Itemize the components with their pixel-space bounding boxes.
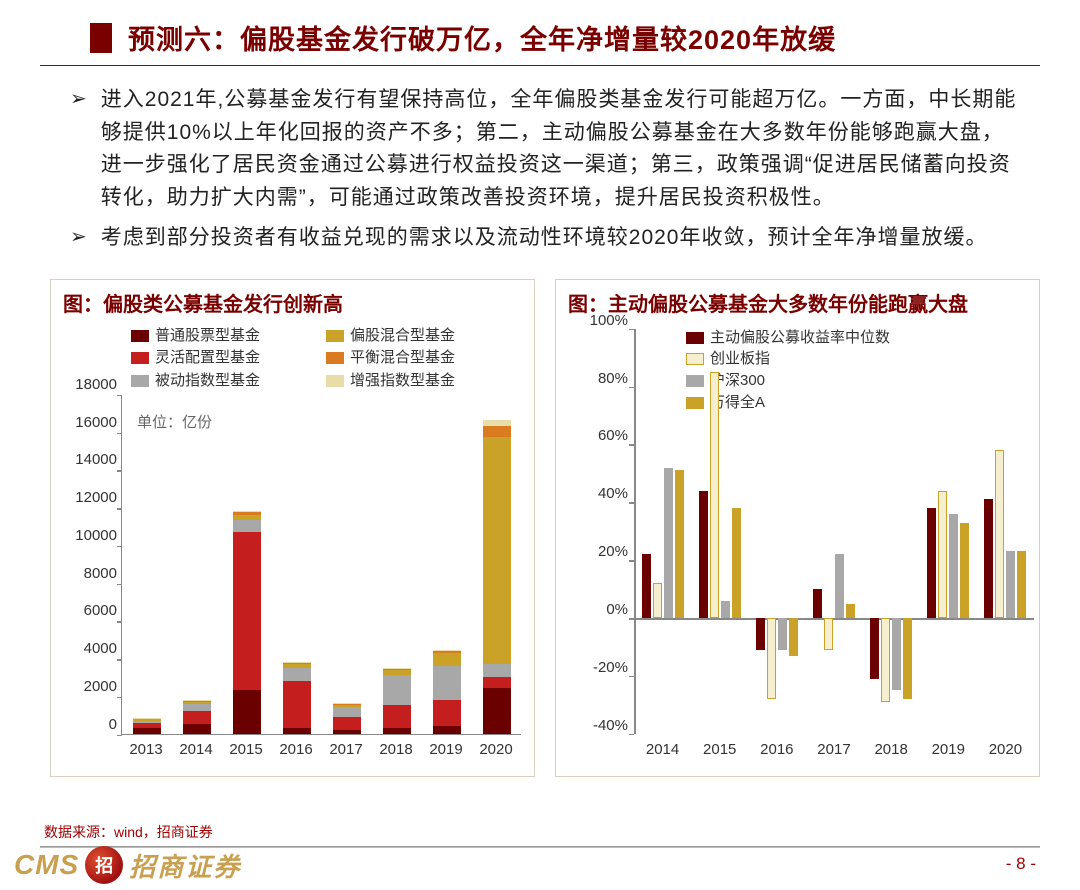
chart2-body: 主动偏股公募收益率中位数创业板指沪深300万得全A -40%-20%0%20%4…	[556, 321, 1039, 776]
bullet-text: 考虑到部分投资者有收益兑现的需求以及流动性环境较2020年收敛，预计全年净增量放…	[101, 222, 988, 255]
chart1-bar	[383, 668, 411, 734]
chart1-title: 图：偏股类公募基金发行创新高	[51, 280, 534, 321]
chart1-bar	[233, 511, 261, 734]
chart2-bar	[789, 618, 798, 656]
chart1-bar	[283, 662, 311, 734]
legend-item: 灵活配置型基金	[131, 347, 326, 370]
legend-item: 普通股票型基金	[131, 325, 326, 348]
chart1-bar	[183, 700, 211, 734]
chart1-legend: 普通股票型基金偏股混合型基金灵活配置型基金平衡混合型基金被动指数型基金增强指数型…	[131, 325, 521, 393]
chart2-bar	[1017, 551, 1026, 618]
legend-item: 平衡混合型基金	[326, 347, 521, 370]
chart-right-panel: 图：主动偏股公募基金大多数年份能跑赢大盘 主动偏股公募收益率中位数创业板指沪深3…	[555, 279, 1040, 777]
chart2-title: 图：主动偏股公募基金大多数年份能跑赢大盘	[556, 280, 1039, 321]
chart1-x-axis-labels: 20132014201520162017201820192020	[121, 741, 521, 758]
chart2-bar	[835, 554, 844, 618]
chart2-bar	[903, 618, 912, 699]
legend-item: 增强指数型基金	[326, 370, 521, 393]
chart2-bar	[892, 618, 901, 690]
chart2-bar	[721, 601, 730, 618]
logo-chinese-text: 招商证券	[129, 847, 241, 884]
chart2-bar	[664, 468, 673, 618]
chart-left-panel: 图：偏股类公募基金发行创新高 普通股票型基金偏股混合型基金灵活配置型基金平衡混合…	[50, 279, 535, 777]
legend-item: 偏股混合型基金	[326, 325, 521, 348]
chart2-bar	[653, 583, 662, 618]
page-number: - 8 -	[1006, 854, 1036, 874]
charts-area: 图：偏股类公募基金发行创新高 普通股票型基金偏股混合型基金灵活配置型基金平衡混合…	[0, 273, 1080, 777]
brand-logo: CMS 招 招商证券	[14, 846, 241, 884]
chart2-x-axis-labels: 2014201520162017201820192020	[634, 741, 1034, 758]
chart2-bar	[870, 618, 879, 679]
chart1-bar	[133, 718, 161, 734]
chart2-bar	[846, 604, 855, 618]
chart2-bar	[1006, 551, 1015, 618]
chart2-bar	[984, 499, 993, 618]
chart2-bar	[824, 618, 833, 650]
chart1-body: 普通股票型基金偏股混合型基金灵活配置型基金平衡混合型基金被动指数型基金增强指数型…	[51, 321, 534, 776]
chart2-plot-area	[634, 329, 1034, 734]
chart2-bar	[938, 491, 947, 618]
data-source-label: 数据来源：wind，招商证券	[44, 822, 213, 842]
chart2-bar	[732, 508, 741, 618]
chart1-bar	[483, 420, 511, 734]
bullet-text: 进入2021年,公募基金发行有望保持高位，全年偏股类基金发行可能超万亿。一方面，…	[101, 84, 1020, 214]
chart2-bar	[699, 491, 708, 618]
chart2-bar	[778, 618, 787, 650]
legend-item: 被动指数型基金	[131, 370, 326, 393]
chart2-bar	[995, 450, 1004, 618]
chart2-bar	[949, 514, 958, 618]
title-band: 预测六：偏股基金发行破万亿，全年净增量较2020年放缓	[40, 0, 1040, 66]
logo-mark-icon: 招	[85, 846, 123, 884]
bullet-marker-icon: ➢	[70, 86, 87, 111]
chart2-bar	[881, 618, 890, 702]
title-accent-block	[90, 23, 112, 53]
page-title: 预测六：偏股基金发行破万亿，全年净增量较2020年放缓	[128, 18, 836, 57]
chart2-bar	[642, 554, 651, 618]
chart1-plot-area	[121, 395, 521, 735]
chart2-bar	[927, 508, 936, 618]
chart2-y-axis-labels: -40%-20%0%20%40%60%80%100%	[574, 321, 628, 734]
bullet-marker-icon: ➢	[70, 224, 87, 249]
chart2-bar	[960, 523, 969, 618]
chart2-bar	[756, 618, 765, 650]
chart2-bar	[710, 372, 719, 618]
chart1-bar	[433, 650, 461, 734]
logo-roman-text: CMS	[14, 849, 79, 881]
body-text: ➢ 进入2021年,公募基金发行有望保持高位，全年偏股类基金发行可能超万亿。一方…	[0, 80, 1080, 273]
chart1-y-axis-labels: 0200040006000800010000120001400016000180…	[61, 385, 117, 745]
chart2-bar	[813, 589, 822, 618]
chart2-bar	[767, 618, 776, 699]
bullet-item: ➢ 进入2021年,公募基金发行有望保持高位，全年偏股类基金发行可能超万亿。一方…	[70, 84, 1020, 214]
chart2-bar	[675, 470, 684, 618]
bullet-item: ➢ 考虑到部分投资者有收益兑现的需求以及流动性环境较2020年收敛，预计全年净增…	[70, 222, 1020, 255]
chart1-bar	[333, 703, 361, 734]
